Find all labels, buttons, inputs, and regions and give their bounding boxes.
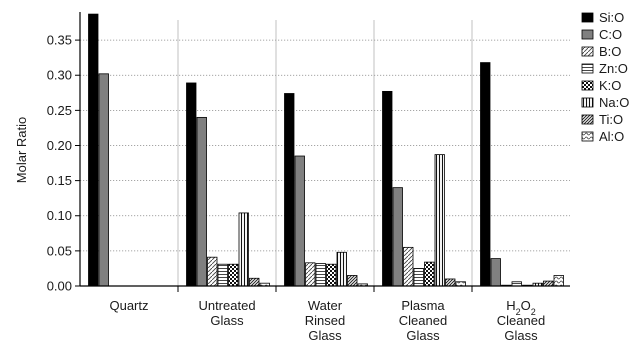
x-category-label: H2O2 [506, 298, 536, 317]
bar-zn-o [315, 263, 326, 287]
bar-c-o [196, 116, 207, 287]
bar-c-o [490, 258, 501, 287]
y-tick-label: 0.35 [47, 33, 72, 48]
x-category-label: Glass [308, 328, 342, 343]
bar-ti-o [445, 278, 456, 287]
bar-al-o [455, 281, 466, 287]
legend-swatch [581, 97, 594, 108]
x-category-label: Glass [210, 313, 244, 328]
bars [88, 13, 564, 287]
bar-k-o [326, 263, 337, 287]
x-category-label: Water [308, 298, 343, 313]
bar-c-o [294, 155, 305, 287]
y-axis-title: Molar Ratio [14, 117, 29, 183]
bar-si-o [186, 82, 197, 287]
x-category-label: Rinsed [305, 313, 345, 328]
bar-si-o [284, 93, 295, 287]
legend-label: Al:O [599, 129, 624, 144]
bar-si-o [88, 13, 99, 287]
y-tick-label: 0.20 [47, 138, 72, 153]
legend-swatch [581, 46, 594, 57]
bar-si-o [480, 62, 491, 287]
y-tick-label: 0.00 [47, 279, 72, 294]
x-category-label: Untreated [198, 298, 255, 313]
legend-label: Ti:O [599, 112, 623, 127]
legend-swatch [581, 114, 594, 125]
bar-k-o [424, 261, 435, 287]
bar-ti-o [543, 280, 554, 287]
x-category-label: Glass [406, 328, 440, 343]
x-category-label: Cleaned [497, 313, 545, 328]
x-category-label: Glass [504, 328, 538, 343]
legend-swatch [581, 63, 594, 74]
x-category-label: Cleaned [399, 313, 447, 328]
bar-k-o [228, 263, 239, 287]
y-tick-label: 0.10 [47, 208, 72, 223]
legend-label: K:O [599, 78, 621, 93]
legend-label: C:O [599, 27, 622, 42]
bar-b-o [305, 262, 316, 287]
y-tick-label: 0.15 [47, 173, 72, 188]
bar-ti-o [249, 277, 260, 287]
legend-label: B:O [599, 44, 621, 59]
bar-na-o [336, 251, 347, 287]
y-tick-label: 0.25 [47, 103, 72, 118]
bar-al-o [553, 275, 564, 287]
legend-swatch [581, 12, 594, 23]
bar-c-o [98, 73, 109, 287]
legend-swatch [581, 29, 594, 40]
bar-na-o [434, 154, 445, 287]
x-category-label: Quartz [109, 298, 148, 313]
legend: Si:O C:O B:O Zn:O K:O Na:O Ti:O Al:O [581, 10, 629, 144]
bar-zn-o [511, 281, 522, 287]
bar-b-o [403, 246, 414, 287]
bar-ti-o [347, 275, 358, 287]
legend-swatch [581, 80, 594, 91]
bar-si-o [382, 90, 393, 287]
bar-zn-o [217, 263, 228, 287]
bar-zn-o [413, 268, 424, 287]
bar-c-o [392, 187, 403, 287]
y-tick-label: 0.05 [47, 243, 72, 258]
gridlines [80, 20, 570, 286]
legend-swatch [581, 131, 594, 142]
legend-label: Zn:O [599, 61, 628, 76]
bar-b-o [207, 256, 218, 287]
x-category-label: Plasma [401, 298, 445, 313]
axes: 0.00 0.05 0.10 0.15 0.20 0.25 0.30 0.35 Quartz Un… [47, 12, 570, 343]
y-tick-label: 0.30 [47, 68, 72, 83]
legend-label: Si:O [599, 10, 624, 25]
bar-na-o [238, 212, 249, 287]
legend-label: Na:O [599, 95, 629, 110]
